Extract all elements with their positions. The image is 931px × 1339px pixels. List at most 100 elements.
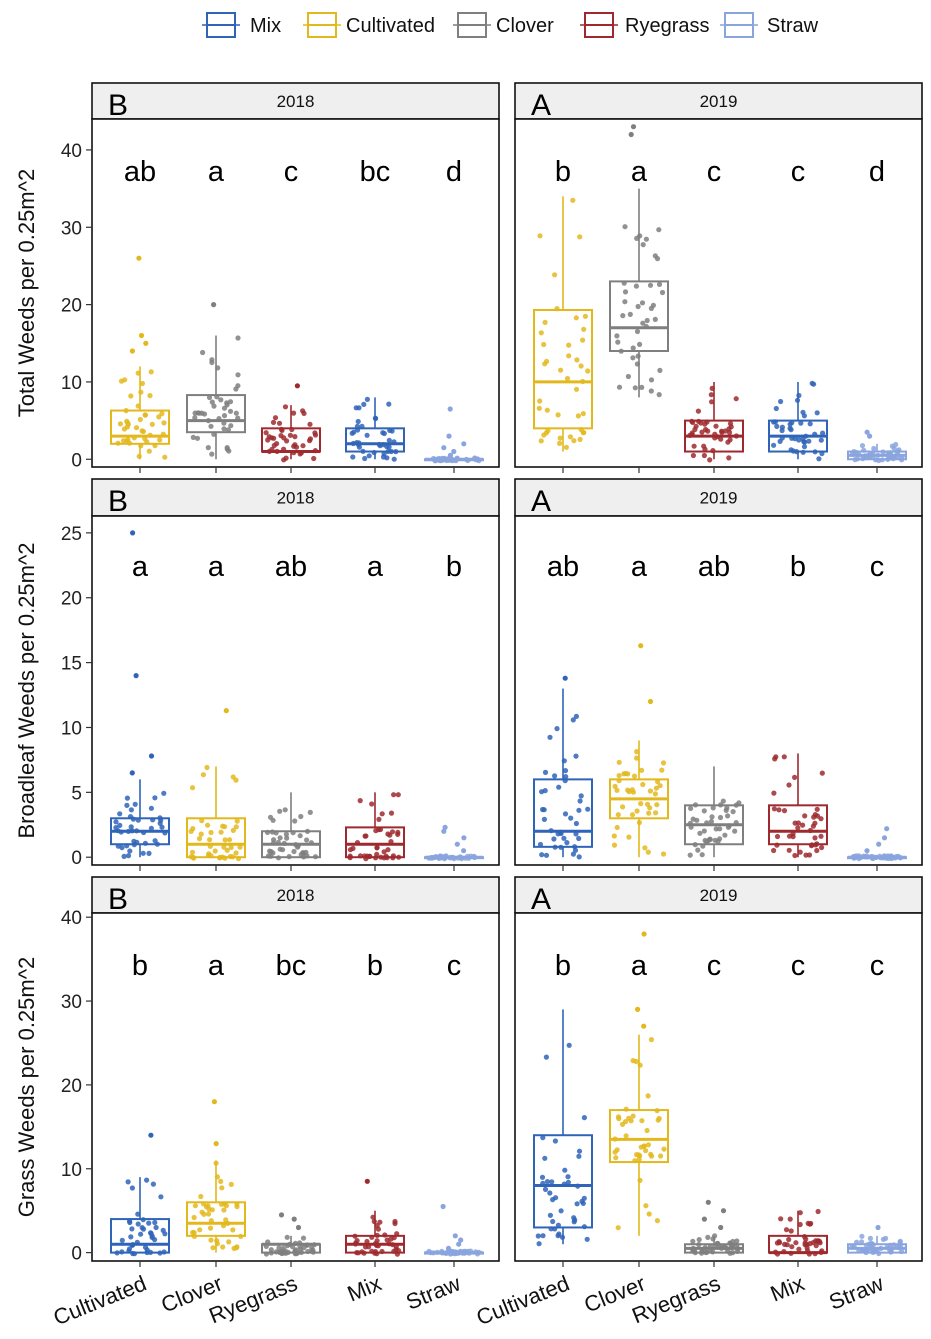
jitter-point [705, 838, 712, 844]
box-iqr [533, 778, 593, 848]
jitter-point [576, 835, 582, 842]
jitter-point [381, 849, 387, 855]
panel-letter: B [108, 485, 128, 518]
jitter-point [657, 367, 663, 373]
jitter-point [221, 405, 228, 411]
jitter-point [218, 397, 224, 403]
jitter-point [645, 1142, 652, 1148]
panel-0-1: 2019 Ab a c c d [514, 82, 923, 473]
jitter-point [612, 783, 618, 790]
jitter-point [859, 443, 866, 449]
jitter-point [784, 1242, 790, 1248]
jitter-point [580, 429, 586, 436]
jitter-point [535, 1233, 541, 1239]
jitter-point [196, 410, 202, 416]
jitter-point [220, 1244, 226, 1250]
jitter-point [386, 437, 392, 443]
jitter-point [713, 423, 719, 429]
jitter-point [634, 749, 640, 755]
significance-letter: b [446, 551, 462, 583]
jitter-point [577, 436, 583, 442]
jitter-point [648, 305, 655, 311]
jitter-point [816, 456, 822, 462]
outlier-point [456, 1241, 462, 1247]
jitter-point [773, 405, 779, 412]
outlier-point [294, 383, 300, 389]
jitter-point [550, 1218, 556, 1225]
jitter-point [627, 311, 633, 317]
jitter-point [573, 386, 580, 392]
box-mix [768, 753, 828, 859]
jitter-point [198, 1193, 204, 1200]
jitter-point [648, 1037, 655, 1043]
jitter-point [149, 1233, 155, 1239]
jitter-point [542, 1186, 549, 1192]
jitter-point [200, 349, 206, 356]
outlier-point [278, 1212, 285, 1218]
box-iqr [110, 1218, 170, 1254]
box-cultivated [533, 1009, 593, 1247]
jitter-point [581, 1195, 587, 1201]
jitter-point [292, 818, 298, 824]
jitter-point [551, 836, 557, 842]
jitter-point [349, 430, 355, 436]
jitter-point [807, 1241, 813, 1247]
jitter-point [210, 1245, 216, 1251]
jitter-point [209, 399, 215, 405]
y-tick-label: 20 [61, 589, 82, 610]
jitter-point [233, 410, 239, 416]
jitter-point [620, 804, 626, 810]
jitter-point [619, 1121, 626, 1127]
jitter-point [158, 1194, 164, 1200]
plot-frame [514, 515, 923, 866]
facet-strip [91, 876, 500, 914]
jitter-point [709, 399, 715, 405]
jitter-point [221, 426, 227, 432]
jitter-point [574, 357, 580, 363]
jitter-point [277, 846, 283, 852]
jitter-point [386, 444, 392, 450]
x-category-label: Straw [825, 1270, 887, 1314]
jitter-point [304, 837, 310, 843]
jitter-point [709, 814, 715, 820]
jitter-point [577, 234, 583, 240]
jitter-point [198, 831, 204, 837]
jitter-point [146, 1220, 152, 1226]
jitter-point [395, 829, 401, 836]
jitter-point [725, 813, 731, 819]
jitter-point [788, 1228, 794, 1234]
jitter-point [391, 456, 397, 462]
significance-letter: c [791, 156, 806, 188]
jitter-point [695, 847, 701, 853]
jitter-point [369, 801, 375, 807]
jitter-point [614, 1147, 620, 1153]
facet-strip [514, 82, 923, 120]
jitter-point [722, 428, 728, 434]
jitter-point [576, 1153, 582, 1159]
jitter-point [629, 812, 636, 818]
jitter-point [555, 412, 561, 418]
jitter-point [797, 849, 803, 855]
significance-letter: b [790, 551, 806, 583]
jitter-point [625, 771, 631, 777]
y-tick-label: 25 [61, 524, 82, 545]
jitter-point [207, 1225, 214, 1231]
jitter-point [647, 788, 654, 794]
jitter-point [536, 405, 542, 411]
jitter-point [639, 300, 646, 306]
jitter-point [226, 837, 233, 843]
jitter-point [189, 785, 196, 791]
jitter-point [725, 439, 731, 445]
jitter-point [234, 1204, 240, 1210]
jitter-point [135, 1221, 141, 1227]
jitter-point [544, 1179, 551, 1185]
jitter-point [540, 1135, 546, 1141]
jitter-point [298, 813, 304, 820]
jitter-point [564, 375, 571, 382]
jitter-point [152, 838, 158, 844]
panel-1-1: 2019 Aab a ab b c [514, 478, 923, 871]
jitter-point [783, 1227, 790, 1233]
jitter-point [643, 1148, 649, 1154]
jitter-point [614, 787, 620, 793]
